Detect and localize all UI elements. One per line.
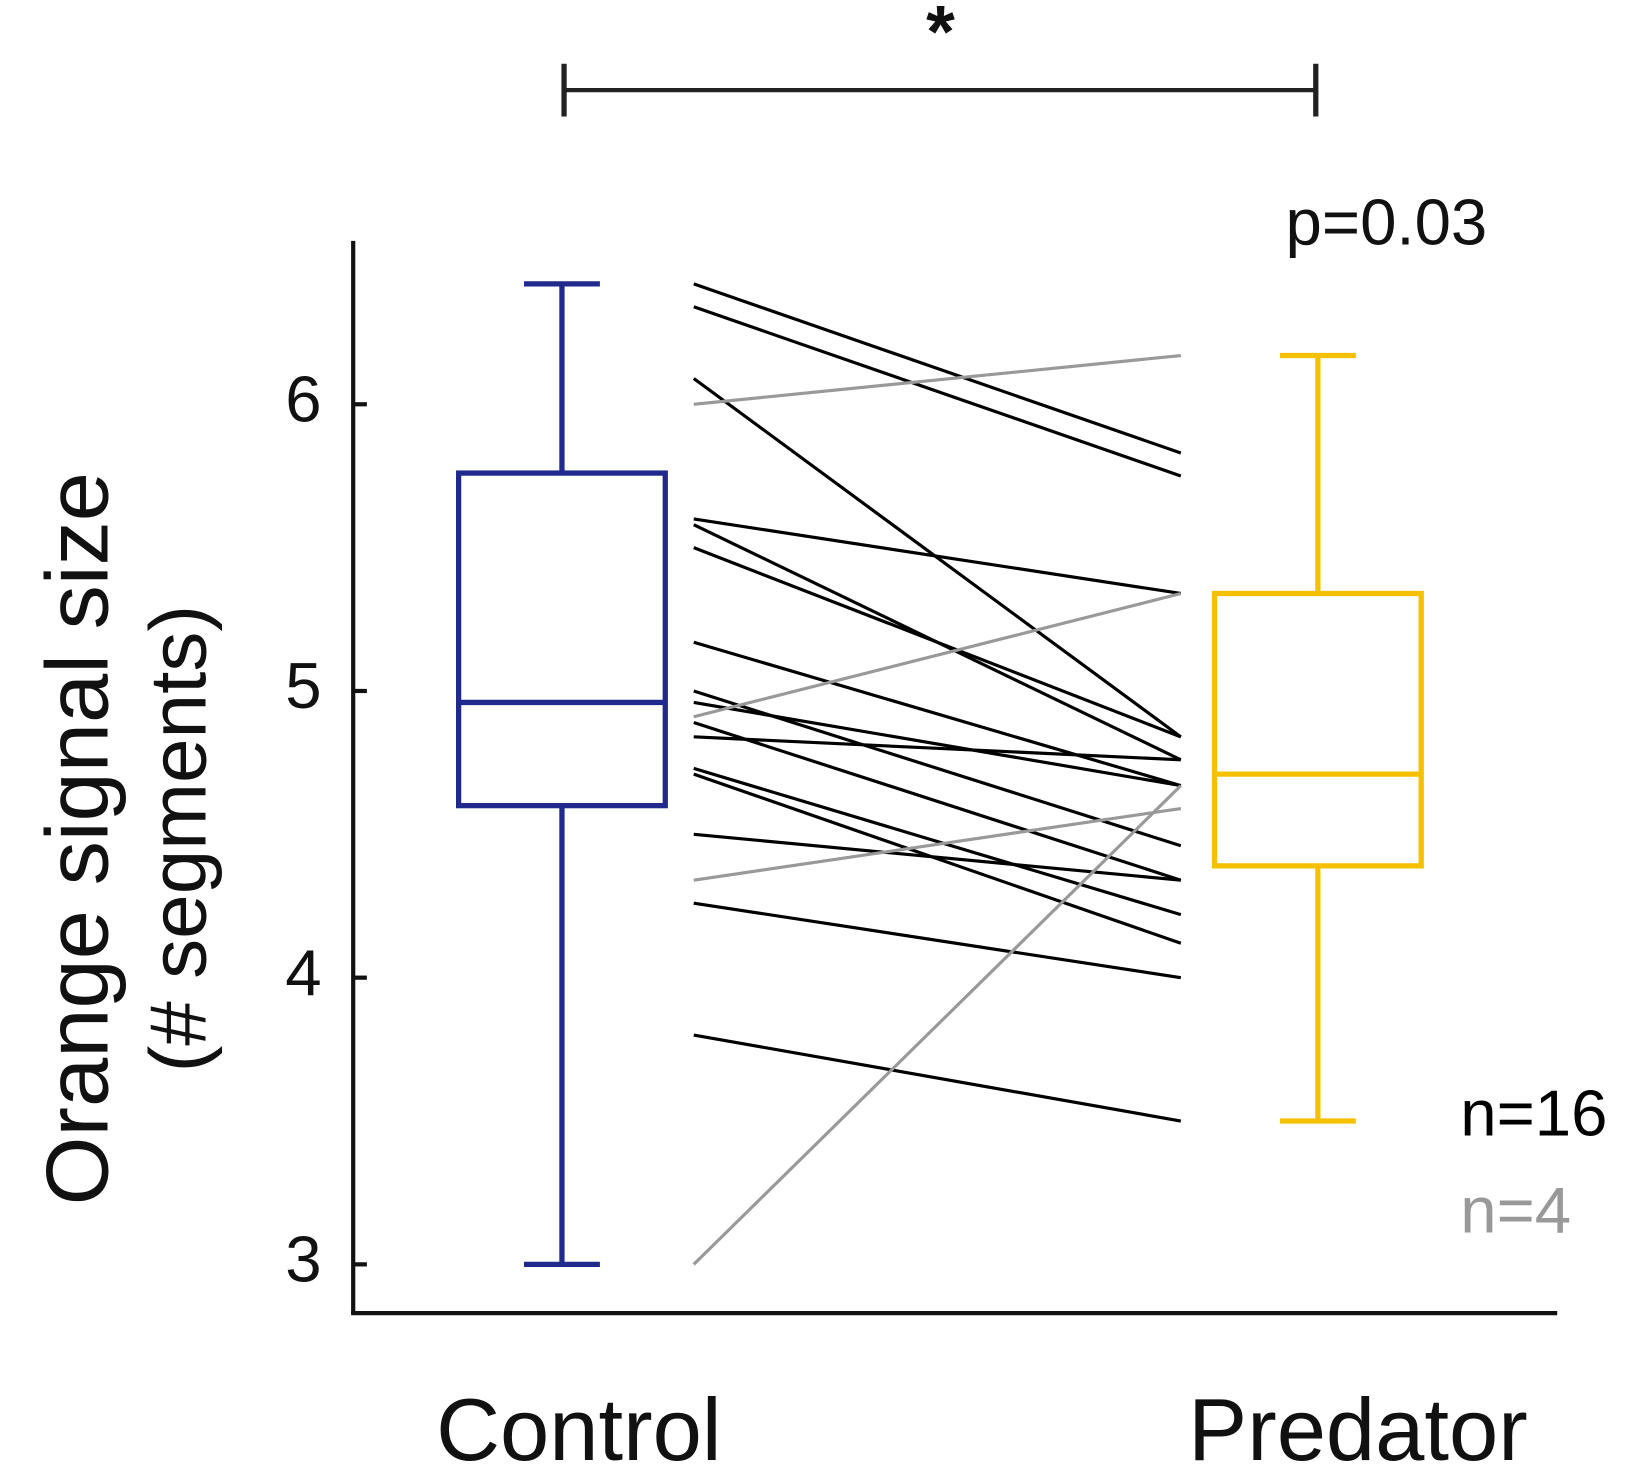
paired-line [693,591,1182,719]
paired-line [693,640,1182,788]
paired-line [693,1033,1182,1123]
legend-label: n=4 [1460,1173,1571,1246]
paired-line [693,721,1182,882]
paired-line [692,784,1182,1266]
y-tick-label: 5 [285,649,321,722]
paired-line [693,766,1182,917]
paired-line [693,735,1181,762]
paired-line [693,517,1182,596]
y-tick-label: 3 [285,1223,321,1296]
box [1211,590,1424,869]
x-tick-label: Control [436,1380,721,1477]
y-axis-label: Orange signal size [28,472,127,1205]
legend-label: n=16 [1460,1076,1607,1149]
paired-line [693,832,1181,882]
p-value: p=0.03 [1286,185,1488,258]
box [455,470,668,809]
paired-line [693,353,1181,406]
paired-line [693,305,1182,478]
paired-line [693,806,1182,882]
paired-line [693,282,1182,455]
paired-line [693,901,1182,980]
y-axis-label: (# segments) [133,605,223,1072]
significance-star: * [926,0,955,73]
x-tick-label: Predator [1188,1380,1528,1477]
paired-line [693,700,1182,788]
y-tick-label: 6 [285,363,321,436]
paired-line [693,546,1182,739]
y-tick-label: 4 [285,936,321,1009]
